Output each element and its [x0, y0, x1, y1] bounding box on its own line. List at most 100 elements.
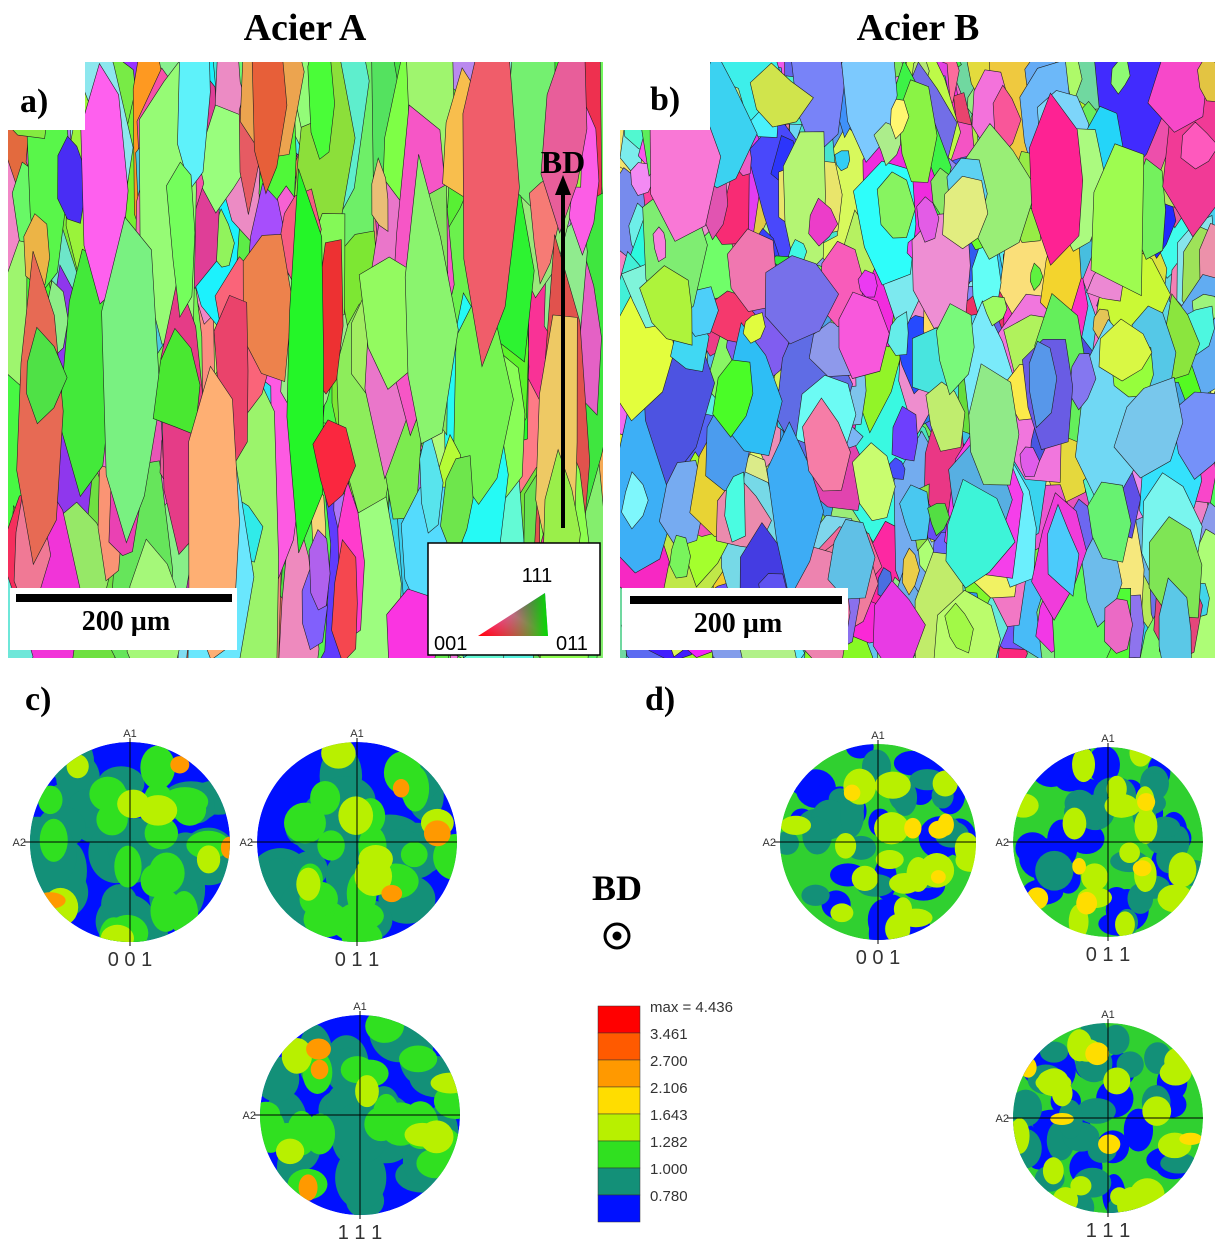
pole-blob: [101, 884, 138, 924]
pole-blob: [1026, 887, 1049, 910]
pole-blob: [1157, 884, 1194, 913]
grain: [899, 484, 931, 542]
pole-blob: [1051, 1080, 1073, 1107]
grain: [872, 580, 926, 658]
grain: [371, 157, 389, 232]
pole-figure: [1013, 747, 1203, 937]
grain: [902, 547, 920, 596]
pole-blob: [1081, 863, 1109, 891]
pole-label: 0 1 1: [1086, 944, 1130, 966]
out-of-plane-symbol: [603, 922, 631, 950]
grain: [1110, 62, 1131, 95]
pole-blob: [893, 750, 932, 776]
legend-swatch: [597, 1086, 641, 1115]
axis-label: A1: [123, 728, 136, 740]
grain: [808, 197, 839, 247]
ebsd-map-a: [8, 62, 603, 658]
legend-swatch: [597, 1113, 641, 1142]
grain: [166, 161, 196, 319]
legend-swatch: [597, 1140, 641, 1169]
panel-label: a): [20, 83, 48, 120]
grain: [852, 442, 896, 522]
grain: [621, 471, 649, 530]
pole-blob: [433, 833, 457, 881]
pole-figure: [257, 742, 457, 942]
grain: [1029, 262, 1044, 291]
grain: [944, 602, 974, 654]
pole-blob: [170, 756, 190, 774]
axis-label: A1: [1101, 733, 1114, 745]
pole-blob: [899, 908, 933, 928]
grain: [312, 419, 356, 508]
pole-blob: [138, 795, 178, 826]
grain: [242, 233, 293, 383]
pole-blob: [1168, 852, 1197, 888]
grain: [1113, 376, 1184, 479]
grain: [968, 363, 1020, 486]
grain: [802, 397, 851, 492]
pole-blob: [843, 784, 861, 801]
pole-blob: [1029, 747, 1073, 788]
pole-blob: [355, 1075, 379, 1108]
pole-figure: [1013, 1023, 1203, 1213]
pole-blob: [365, 1015, 405, 1043]
legend-swatch: [597, 1032, 641, 1061]
ipf-label: 111: [522, 565, 552, 587]
pole-blob: [851, 865, 879, 892]
legend-swatch: [597, 1167, 641, 1196]
grain: [712, 359, 754, 438]
pole-blob: [1160, 1152, 1197, 1174]
pole-blob: [220, 836, 230, 859]
grain: [1148, 516, 1203, 619]
grain: [827, 519, 876, 600]
pole-blob: [1072, 747, 1096, 783]
legend-label: 2.700: [650, 1053, 688, 1070]
scale-bar: [630, 596, 842, 604]
panel-label: d): [645, 681, 675, 718]
pole-blob: [298, 1174, 318, 1201]
pole-figures: A1 A2 0 0 1 A1 A2 0 1 1 A1 A2 1 1 1 A1 A2 0 0 1 A1 A2…: [13, 728, 1203, 1243]
scale-bar: [16, 594, 232, 602]
grain: [1047, 503, 1080, 597]
pole-blob: [338, 796, 374, 835]
pole-blob: [260, 1101, 281, 1127]
legend-label: 1.000: [650, 1161, 688, 1178]
pole-blob: [1137, 793, 1156, 811]
grain: [462, 62, 520, 368]
pole-blob: [1042, 1157, 1064, 1185]
grain: [419, 424, 444, 534]
pole-blob: [430, 1072, 460, 1094]
grain: [764, 255, 839, 345]
pole-blob: [835, 832, 857, 859]
pole-label: 0 0 1: [856, 947, 900, 969]
axis-label: A1: [871, 730, 884, 742]
ebsd-map-b: [620, 62, 1215, 658]
pole-blob: [66, 754, 89, 779]
grain: [857, 269, 878, 298]
pole-blob: [875, 850, 904, 870]
grain: [101, 216, 161, 544]
pole-blob: [1115, 911, 1135, 937]
legend-swatch: [597, 1194, 641, 1223]
pole-blob: [358, 845, 393, 873]
legend-label: 3.461: [650, 1026, 688, 1043]
pole-blob: [196, 845, 221, 874]
pole-blob: [1132, 860, 1152, 877]
grain: [1087, 481, 1132, 563]
axis-label: A2: [13, 837, 26, 849]
grain: [935, 303, 975, 396]
grain: [1028, 340, 1058, 429]
grain: [639, 265, 693, 346]
grain: [1180, 121, 1215, 170]
pole-blob: [1076, 1098, 1116, 1124]
pole-blob: [789, 769, 820, 797]
pole-blob: [1117, 1187, 1147, 1213]
out-of-plane-symbol: [612, 931, 622, 941]
pole-label: 0 0 1: [108, 949, 152, 971]
axis-label: A2: [996, 837, 1009, 849]
pole-blob: [296, 867, 321, 901]
pole-blob: [1102, 1024, 1130, 1055]
ipf-key: [427, 542, 601, 656]
legend: max = 4.436 3.461 2.700 2.106 1.643 1.282 1.00…: [597, 999, 733, 1223]
